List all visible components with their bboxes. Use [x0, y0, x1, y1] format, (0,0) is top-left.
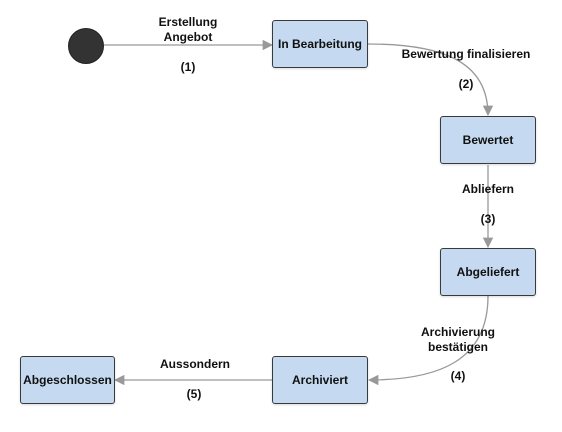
- initial-state-node: [68, 28, 104, 64]
- transition-2-number: (2): [458, 77, 474, 91]
- state-label: Abgeliefert: [456, 265, 520, 279]
- transition-1-label: Erstellung Angebot: [140, 15, 236, 45]
- transition-1-number: (1): [180, 60, 196, 74]
- transition-4-label: Archivierung bestätigen: [408, 325, 508, 355]
- transition-1-label-line1: Erstellung: [158, 15, 218, 29]
- state-label: In Bearbeitung: [277, 37, 362, 51]
- edge-abgeliefert-to-archiviert: [367, 295, 489, 386]
- state-label: Archiviert: [291, 373, 349, 387]
- transition-4-number: (4): [450, 369, 466, 383]
- transition-5-number: (5): [186, 387, 202, 401]
- transition-4-label-line2: bestätigen: [427, 340, 488, 354]
- state-in-bearbeitung[interactable]: In Bearbeitung: [272, 20, 368, 68]
- transition-1-label-line2: Angebot: [163, 30, 213, 44]
- state-label: Bewertet: [462, 133, 514, 147]
- transition-2-label: Bewertung finalisieren: [401, 47, 531, 61]
- transition-4-label-line1: Archivierung: [420, 325, 495, 339]
- transition-3-number: (3): [480, 212, 496, 226]
- state-abgeschlossen[interactable]: Abgeschlossen: [20, 356, 115, 404]
- state-label: Abgeschlossen: [23, 373, 112, 387]
- edge-in-bearbeitung-to-bewertet: [367, 43, 494, 117]
- transition-5-label: Aussondern: [159, 357, 230, 371]
- state-archiviert[interactable]: Archiviert: [272, 356, 368, 404]
- state-abgeliefert[interactable]: Abgeliefert: [440, 248, 536, 296]
- transition-3-label: Abliefern: [461, 182, 514, 196]
- state-bewertet[interactable]: Bewertet: [440, 116, 536, 164]
